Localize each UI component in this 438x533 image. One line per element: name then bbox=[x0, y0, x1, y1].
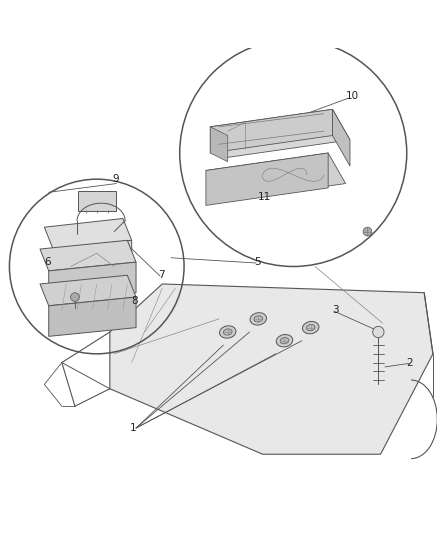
Ellipse shape bbox=[280, 337, 289, 344]
Text: 9: 9 bbox=[112, 174, 119, 184]
Polygon shape bbox=[332, 109, 350, 166]
Text: 2: 2 bbox=[407, 358, 413, 368]
Ellipse shape bbox=[306, 325, 315, 331]
Ellipse shape bbox=[303, 321, 319, 334]
Polygon shape bbox=[49, 262, 136, 302]
Circle shape bbox=[71, 293, 79, 302]
Circle shape bbox=[363, 227, 372, 236]
Text: 7: 7 bbox=[158, 270, 165, 280]
Polygon shape bbox=[44, 219, 132, 249]
Polygon shape bbox=[110, 284, 433, 454]
Ellipse shape bbox=[276, 335, 293, 347]
Text: 8: 8 bbox=[132, 296, 138, 306]
Polygon shape bbox=[206, 153, 328, 205]
Circle shape bbox=[373, 326, 384, 338]
Text: 5: 5 bbox=[254, 257, 261, 267]
Polygon shape bbox=[210, 109, 332, 153]
Text: 3: 3 bbox=[332, 305, 339, 315]
Ellipse shape bbox=[223, 329, 232, 335]
Text: 10: 10 bbox=[346, 91, 359, 101]
Polygon shape bbox=[210, 127, 228, 161]
Polygon shape bbox=[40, 275, 136, 306]
Ellipse shape bbox=[250, 313, 267, 325]
Text: 6: 6 bbox=[44, 257, 51, 267]
Polygon shape bbox=[40, 240, 136, 271]
Text: 1: 1 bbox=[129, 423, 136, 433]
Polygon shape bbox=[210, 109, 350, 157]
Ellipse shape bbox=[219, 326, 236, 338]
FancyBboxPatch shape bbox=[78, 191, 116, 211]
Ellipse shape bbox=[254, 316, 263, 322]
Polygon shape bbox=[49, 297, 136, 336]
Text: 11: 11 bbox=[258, 192, 272, 201]
Polygon shape bbox=[53, 240, 132, 271]
Polygon shape bbox=[206, 153, 346, 201]
